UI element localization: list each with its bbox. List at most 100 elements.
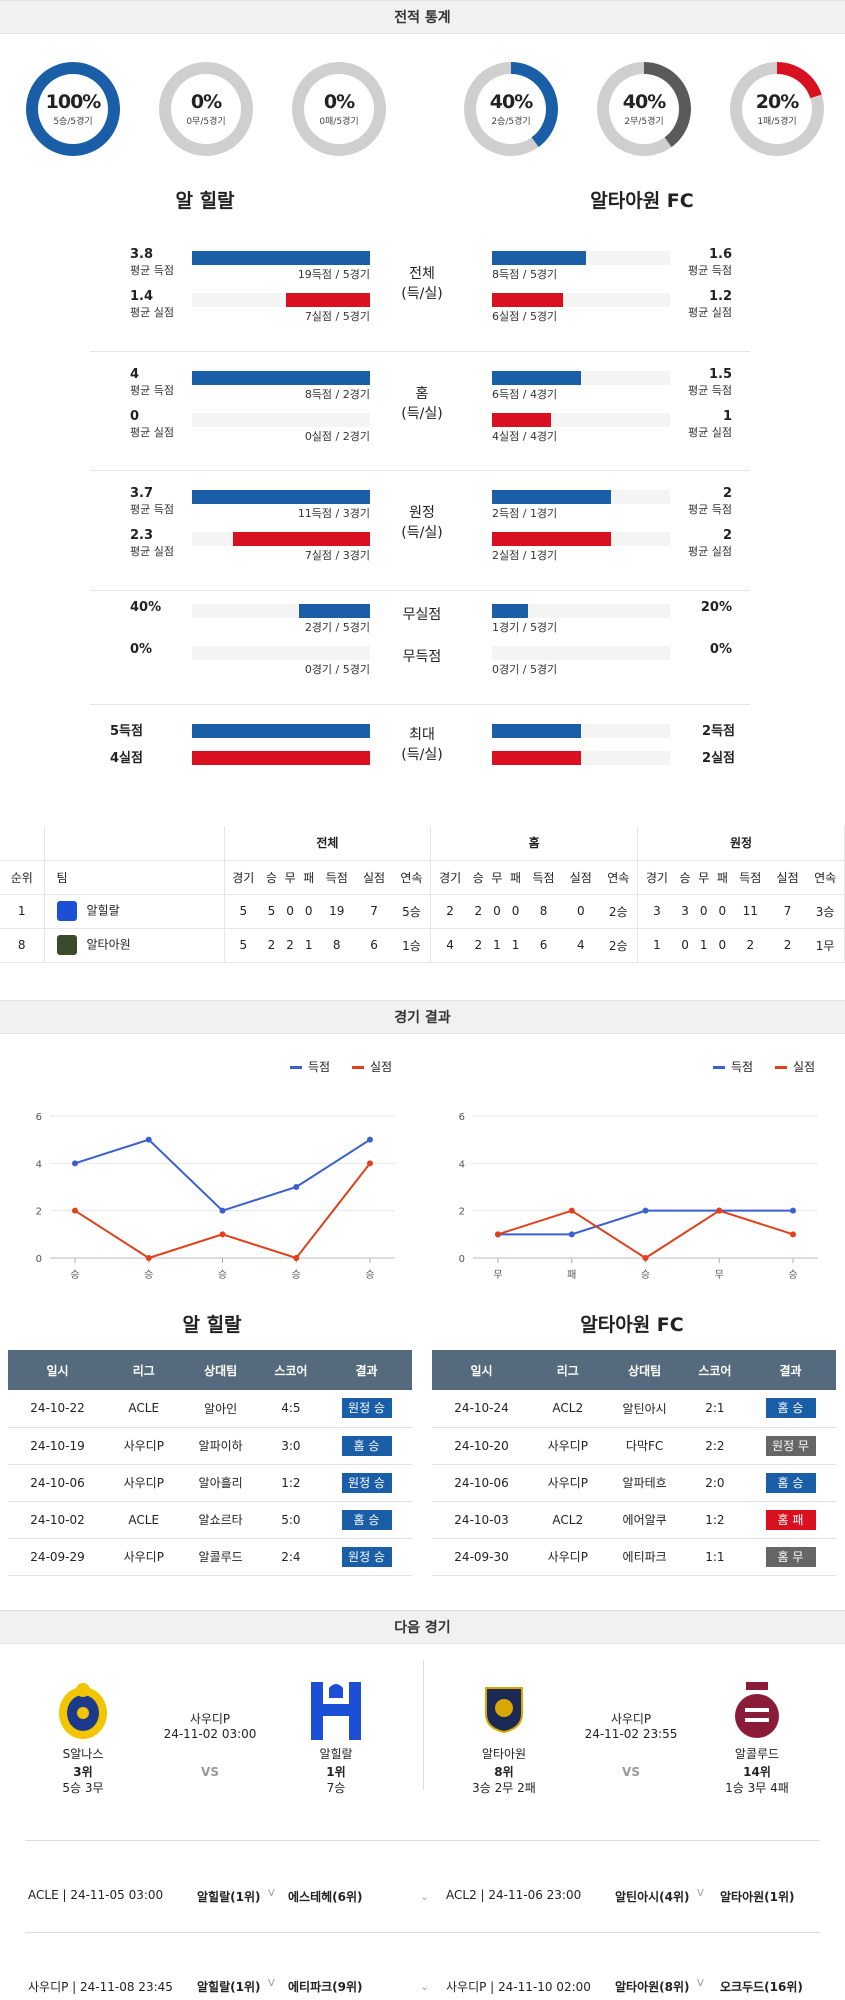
fixture-left-team1[interactable]: 알힐랄(1위) (197, 1890, 261, 1904)
standings-team-name: 알타아원 (86, 937, 131, 952)
results-col-header: 상대팀 (604, 1350, 685, 1390)
y-tick-label: 4 (36, 1159, 42, 1170)
home-stat-value: 4 (130, 367, 140, 382)
standings-col-header: 실점 (355, 860, 393, 895)
data-point (790, 1231, 796, 1238)
standings-cell: 6 (524, 928, 563, 963)
next-left-vs: VS (201, 1765, 219, 1779)
results-row[interactable]: 24-10-02 ACLE 알쇼르타 5:0 홈 승 (8, 1501, 412, 1539)
standings-cell: 3 (637, 894, 676, 929)
standings-cell: 6 (355, 928, 393, 963)
results-cell: ACLE (107, 1501, 181, 1539)
standings-cell: 2 (280, 928, 300, 963)
results-row[interactable]: 24-10-03 ACL2 에어알쿠 1:2 홈 패 (432, 1501, 836, 1539)
standings-cell: 2승 (599, 928, 639, 963)
away-stat-label: 평균 득점 (688, 264, 732, 277)
standings-cell: 0 (280, 894, 300, 929)
x-tick-label: 승 (788, 1269, 797, 1281)
home-stat-note: 7실점 / 5경기 (304, 310, 370, 323)
home-team-results-title: 알 힐랄 (182, 1314, 242, 1336)
donut-chart: 0% 0무/5경기 (159, 62, 253, 156)
x-tick-label: 승 (70, 1269, 79, 1281)
away-results-table: 일시 리그 상대팀 스코어 결과 24-10-24 ACL2 알틴아시 2:1 홈 승 24-10-… (432, 1350, 836, 1576)
standings-cell: 2 (731, 928, 769, 963)
next-right-team1-record: 3승 2무 2패 (472, 1781, 536, 1795)
standings-row[interactable]: 8 알타아원 5 2 2 1 8 6 1승 4 2 1 1 6 4 2승 1 0 1 0 2 2 1무 (0, 928, 845, 963)
fixture-right-team2[interactable]: 오크두드(16위) (720, 1980, 803, 1994)
results-cell: 24-10-06 (8, 1464, 108, 1502)
away-stat-bar (492, 532, 611, 546)
y-tick-label: 4 (459, 1159, 465, 1170)
results-row[interactable]: 24-10-20 사우디P 다막FC 2:2 원정 무 (432, 1427, 836, 1465)
results-row[interactable]: 24-10-06 사우디P 알아흘리 1:2 원정 승 (8, 1464, 412, 1502)
away-stat-bar (492, 724, 581, 738)
results-cell: 4:5 (260, 1390, 322, 1428)
standings-cell: 5 (224, 928, 263, 963)
home-stat-value: 40% (130, 600, 162, 615)
standings-cell: 8 (524, 894, 563, 929)
results-cell: 1:1 (684, 1538, 746, 1576)
fixture-right-team2[interactable]: 알타아원(1위) (720, 1890, 795, 1904)
results-outcome-cell: 홈 승 (321, 1427, 412, 1465)
legend-swatch (352, 1066, 364, 1069)
shield-icon: V (268, 1888, 275, 1899)
results-cell: 사우디P (531, 1464, 605, 1502)
standings-col-header: 경기 (430, 860, 469, 895)
data-point (495, 1231, 501, 1238)
results-row[interactable]: 24-09-30 사우디P 에티파크 1:1 홈 무 (432, 1538, 836, 1576)
data-point (790, 1207, 796, 1214)
fixture-right-team1[interactable]: 알틴아시(4위) (615, 1890, 690, 1904)
results-row[interactable]: 24-10-19 사우디P 알파이하 3:0 홈 승 (8, 1427, 412, 1465)
fixtures-divider (25, 1840, 820, 1841)
next-right-team1: 알타아원 (481, 1747, 527, 1761)
standings-cell: 11 (731, 894, 769, 929)
home-results-table: 일시 리그 상대팀 스코어 결과 24-10-22 ACLE 알아인 4:5 원정 승 24-10-… (8, 1350, 412, 1576)
donut-hole: 20% 1패/5경기 (742, 74, 812, 144)
home-stat-note: 0경기 / 5경기 (304, 663, 370, 676)
legend-scored: 득점 (713, 1058, 753, 1075)
result-badge: 원정 승 (341, 1472, 392, 1493)
home-stat-note: 11득점 / 3경기 (297, 507, 370, 520)
donut-chart: 0% 0패/5경기 (292, 62, 386, 156)
next-left-team2-record: 7승 (326, 1781, 346, 1795)
data-point (293, 1184, 300, 1190)
standings-cell: 3승 (806, 894, 845, 929)
donut-chart: 40% 2무/5경기 (597, 62, 691, 156)
fixture-right-team1[interactable]: 알타아원(8위) (615, 1980, 690, 1994)
results-cell: 3:0 (260, 1427, 322, 1465)
away-stat-bar (492, 293, 563, 307)
data-point (219, 1207, 226, 1214)
results-row[interactable]: 24-10-22 ACLE 알아인 4:5 원정 승 (8, 1390, 412, 1428)
results-outcome-cell: 홈 무 (745, 1538, 836, 1576)
results-row[interactable]: 24-09-29 사우디P 알콜루드 2:4 원정 승 (8, 1538, 412, 1576)
results-cell: 24-10-03 (432, 1501, 532, 1539)
al-taawoun-icon (56, 935, 77, 955)
y-tick-label: 0 (36, 1254, 42, 1265)
fixture-left-team1[interactable]: 알힐랄(1위) (197, 1980, 261, 1994)
result-badge: 홈 패 (765, 1509, 816, 1530)
next-left-team1: S알나스 (62, 1747, 104, 1761)
fixture-left-team2[interactable]: 에티파크(9위) (288, 1980, 363, 1994)
donut-percent: 20% (755, 91, 799, 113)
standings-team-cell: 알타아원 (44, 928, 225, 963)
standings-row[interactable]: 1 알힐랄 5 5 0 0 19 7 5승 2 2 0 0 8 0 2승 3 3 0 0 11 7 3승 (0, 894, 845, 929)
results-row[interactable]: 24-10-06 사우디P 알파테흐 2:0 홈 승 (432, 1464, 836, 1502)
series-line-scored (498, 1209, 793, 1236)
results-row[interactable]: 24-10-24 ACL2 알틴아시 2:1 홈 승 (432, 1390, 836, 1428)
standings-cell: 5승 (392, 894, 432, 929)
standings-col-header: 득점 (524, 860, 563, 895)
fixture-left-team2[interactable]: 에스테헤(6위) (288, 1890, 363, 1904)
results-col-header: 리그 (107, 1350, 181, 1390)
donut-subtext: 0패/5경기 (319, 117, 359, 127)
data-point (642, 1207, 649, 1214)
standings-cell: 1 (487, 928, 507, 963)
result-badge: 원정 승 (341, 1398, 392, 1419)
results-cell: 2:1 (684, 1390, 746, 1428)
standings-col-header: 승 (468, 860, 488, 895)
standings-col-header: 무 (694, 860, 714, 895)
results-col-header: 스코어 (684, 1350, 746, 1390)
away-stat-note: 4실점 / 4경기 (492, 430, 558, 443)
category-line: (득/실) (401, 406, 443, 422)
results-cell: 1:2 (684, 1501, 746, 1539)
legend-swatch (775, 1066, 787, 1069)
